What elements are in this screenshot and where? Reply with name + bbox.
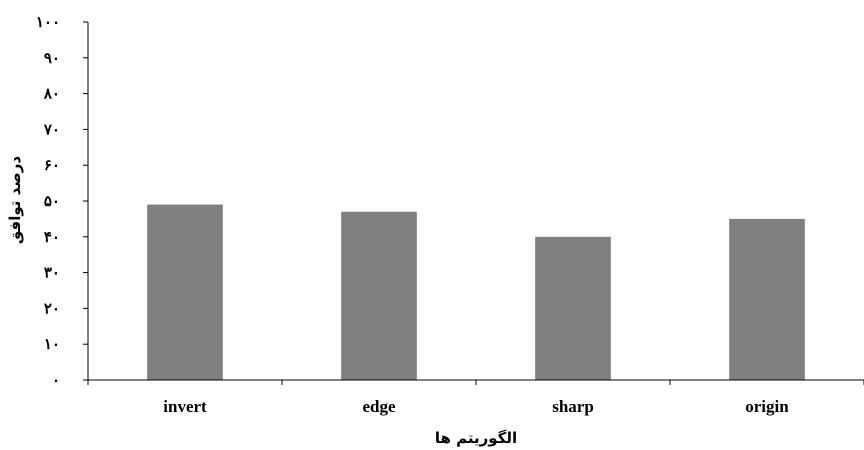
x-tick-label-sharp: sharp bbox=[552, 397, 594, 416]
y-tick-label: ۷۰ bbox=[43, 120, 60, 138]
x-tick-label-invert: invert bbox=[163, 397, 207, 416]
y-axis-title: درصد توافق bbox=[6, 156, 24, 245]
y-tick-label: ۱۰۰ bbox=[36, 13, 60, 31]
x-tick-label-edge: edge bbox=[362, 397, 396, 416]
y-tick-label: ۹۰ bbox=[44, 49, 60, 67]
bar-sharp bbox=[535, 236, 611, 380]
y-tick-label: ۱۰ bbox=[44, 335, 60, 353]
x-tick-label-origin: origin bbox=[745, 397, 789, 416]
y-tick-label: ۲۰ bbox=[44, 299, 60, 317]
x-axis-ticks: invert edge sharp origin bbox=[87, 380, 864, 416]
y-tick-label: ۸۰ bbox=[43, 85, 60, 103]
y-axis-ticks: ۰ ۱۰ ۲۰ ۳۰ ۴۰ ۵۰ ۶۰ ۷۰ ۸۰ ۹۰ ۱۰۰ bbox=[36, 13, 88, 389]
x-axis-title: الگوریتم ها bbox=[435, 429, 517, 447]
bar-edge bbox=[341, 211, 417, 380]
y-tick-label: ۶۰ bbox=[44, 156, 60, 174]
y-tick-label: ۳۰ bbox=[44, 264, 60, 282]
bars bbox=[147, 204, 805, 380]
bar-invert bbox=[147, 204, 223, 380]
y-tick-label: ۵۰ bbox=[44, 192, 60, 210]
y-tick-label: ۰ bbox=[52, 371, 60, 389]
y-tick-label: ۴۰ bbox=[44, 228, 60, 246]
bar-origin bbox=[729, 218, 805, 380]
